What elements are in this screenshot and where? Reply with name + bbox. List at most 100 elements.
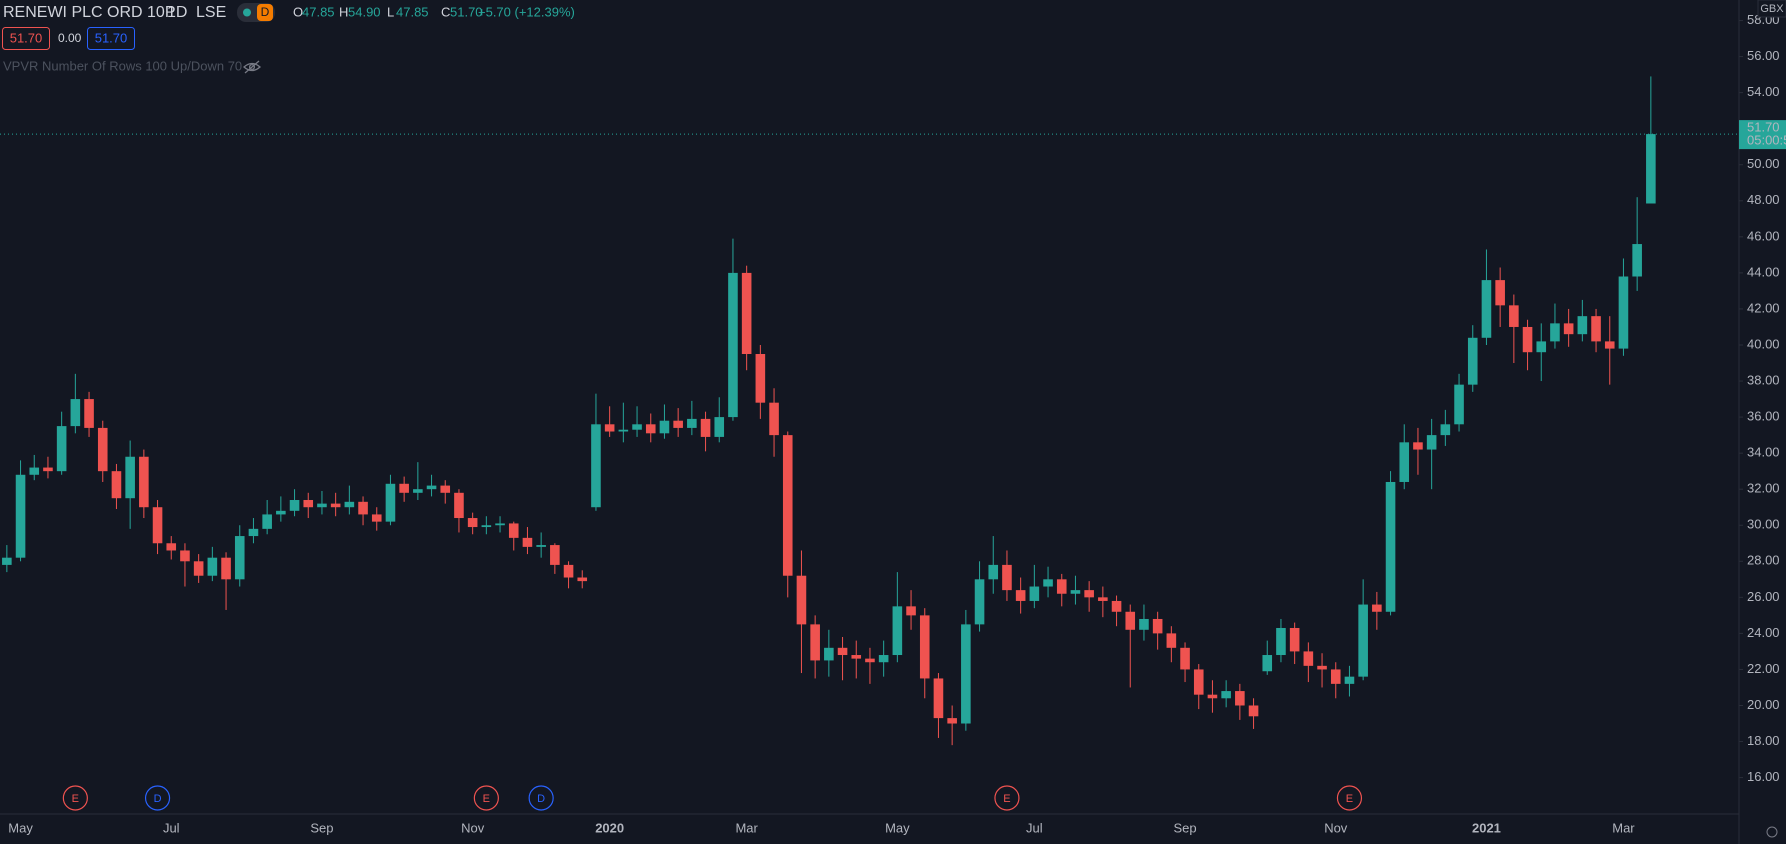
candle-body (673, 420, 683, 428)
event-marker[interactable] (473, 785, 499, 811)
visibility-icon[interactable] (243, 60, 261, 74)
event-label[interactable]: E (1346, 793, 1353, 805)
ohlc-key: O (293, 4, 303, 19)
x-tick-label: May (8, 820, 33, 835)
candle-body (1481, 280, 1492, 338)
candle-body (385, 483, 396, 522)
event-marker[interactable] (1336, 785, 1363, 811)
candle-body (906, 606, 916, 616)
candle-body (399, 483, 409, 493)
x-tick-label: Nov (461, 820, 485, 835)
candle-body (1618, 276, 1629, 349)
event-label[interactable]: E (483, 793, 490, 805)
badge: D (261, 5, 270, 19)
y-tick-label: 16.00 (1747, 769, 1780, 784)
last-price-label: 51.70 (1747, 120, 1780, 135)
ohlc-key: C (441, 4, 450, 19)
event-label[interactable]: D (537, 793, 545, 805)
candle-body (221, 557, 231, 580)
candle-body (166, 543, 177, 551)
candle-body (495, 523, 505, 526)
candle-body (1098, 597, 1108, 601)
candle-body (810, 624, 820, 661)
ohlc-value: 51.70 (450, 4, 483, 19)
y-tick-label: 48.00 (1747, 192, 1780, 207)
pupil (248, 63, 256, 71)
axes: 16.00 18.00 20.00 22.00 24.00 26.00 28.00 30.00… (8, 12, 1786, 835)
event-marker[interactable] (994, 785, 1020, 811)
candle-body (234, 536, 245, 580)
candle-body (29, 467, 40, 475)
ask-box[interactable] (87, 27, 135, 50)
candle-body (947, 718, 957, 724)
event-label[interactable]: D (154, 793, 162, 805)
candle-body (1043, 579, 1053, 587)
candle-body (426, 485, 437, 490)
candle-body (508, 523, 519, 538)
event-label[interactable]: E (1003, 793, 1010, 805)
x-tick-label: Jul (1026, 820, 1043, 835)
y-tick-label: 22.00 (1747, 661, 1780, 676)
indicator-label[interactable]: VPVR Number Of Rows 100 Up/Down 70 (3, 58, 242, 73)
event-label[interactable]: E (72, 793, 79, 805)
candle-body (1235, 691, 1245, 706)
candle-body (1399, 442, 1410, 482)
ask[interactable]: 51.70 (95, 30, 128, 45)
candle-body (1550, 323, 1560, 342)
x-tick-label: Jul (163, 820, 180, 835)
ohlc: O47.85 H 54.90 L 47.85 C 51.70 (293, 4, 483, 19)
y-tick-label: 28.00 (1747, 553, 1780, 568)
y-tick-label: 44.00 (1747, 264, 1780, 279)
candle-body (262, 514, 272, 529)
candle-body (700, 418, 711, 437)
candle-body (878, 655, 889, 663)
y-tick-label: 54.00 (1747, 84, 1780, 99)
candle-body (755, 354, 766, 403)
candle-body (317, 503, 327, 508)
candle-body (591, 424, 601, 508)
y-tick-label: 30.00 (1747, 517, 1780, 532)
candle-body (1454, 384, 1464, 425)
candle-body (714, 417, 725, 437)
countdown: 05:00:5 (1747, 133, 1786, 148)
candle-body (536, 545, 546, 547)
candle-body (43, 467, 53, 472)
bid[interactable]: 51.70 (10, 30, 43, 45)
change: +5.70 (+12.39%) (478, 4, 575, 19)
candle-body (152, 507, 163, 544)
candle-body (1015, 590, 1026, 601)
candle-body (1262, 655, 1273, 672)
candle-body (440, 485, 451, 493)
candle-body (330, 503, 341, 508)
candle-body (865, 658, 875, 663)
candle-body (604, 424, 615, 432)
candle-body (824, 647, 834, 661)
y-tick-label: 50.00 (1747, 156, 1780, 171)
candle-body (974, 579, 985, 625)
y-tick-label: 46.00 (1747, 228, 1780, 243)
candle-body (728, 272, 738, 418)
candle-body (769, 402, 779, 436)
candle-body (851, 655, 862, 659)
candle-body (56, 426, 67, 472)
candle-body (1139, 618, 1149, 630)
y-tick-label: 20.00 (1747, 697, 1780, 712)
event-marker[interactable] (528, 785, 554, 811)
event-marker[interactable] (144, 785, 171, 811)
y-tick-label: 32.00 (1747, 481, 1780, 496)
bid-box[interactable] (2, 27, 50, 50)
candle-body (1591, 316, 1601, 342)
exchange[interactable]: LSE (196, 4, 226, 21)
settings-icon[interactable] (1766, 826, 1778, 838)
candle-body (1577, 316, 1588, 335)
symbol[interactable]: RENEWI PLC ORD 10P (3, 4, 175, 21)
candle-body (344, 501, 355, 508)
candle-body (1604, 341, 1615, 349)
candle-body (1344, 676, 1355, 684)
y-tick-label: 26.00 (1747, 589, 1780, 604)
candle-body (481, 525, 492, 528)
event-marker[interactable] (62, 785, 88, 811)
candle-body (550, 545, 560, 565)
candle-body (988, 564, 999, 580)
interval[interactable]: 1D (167, 4, 187, 21)
